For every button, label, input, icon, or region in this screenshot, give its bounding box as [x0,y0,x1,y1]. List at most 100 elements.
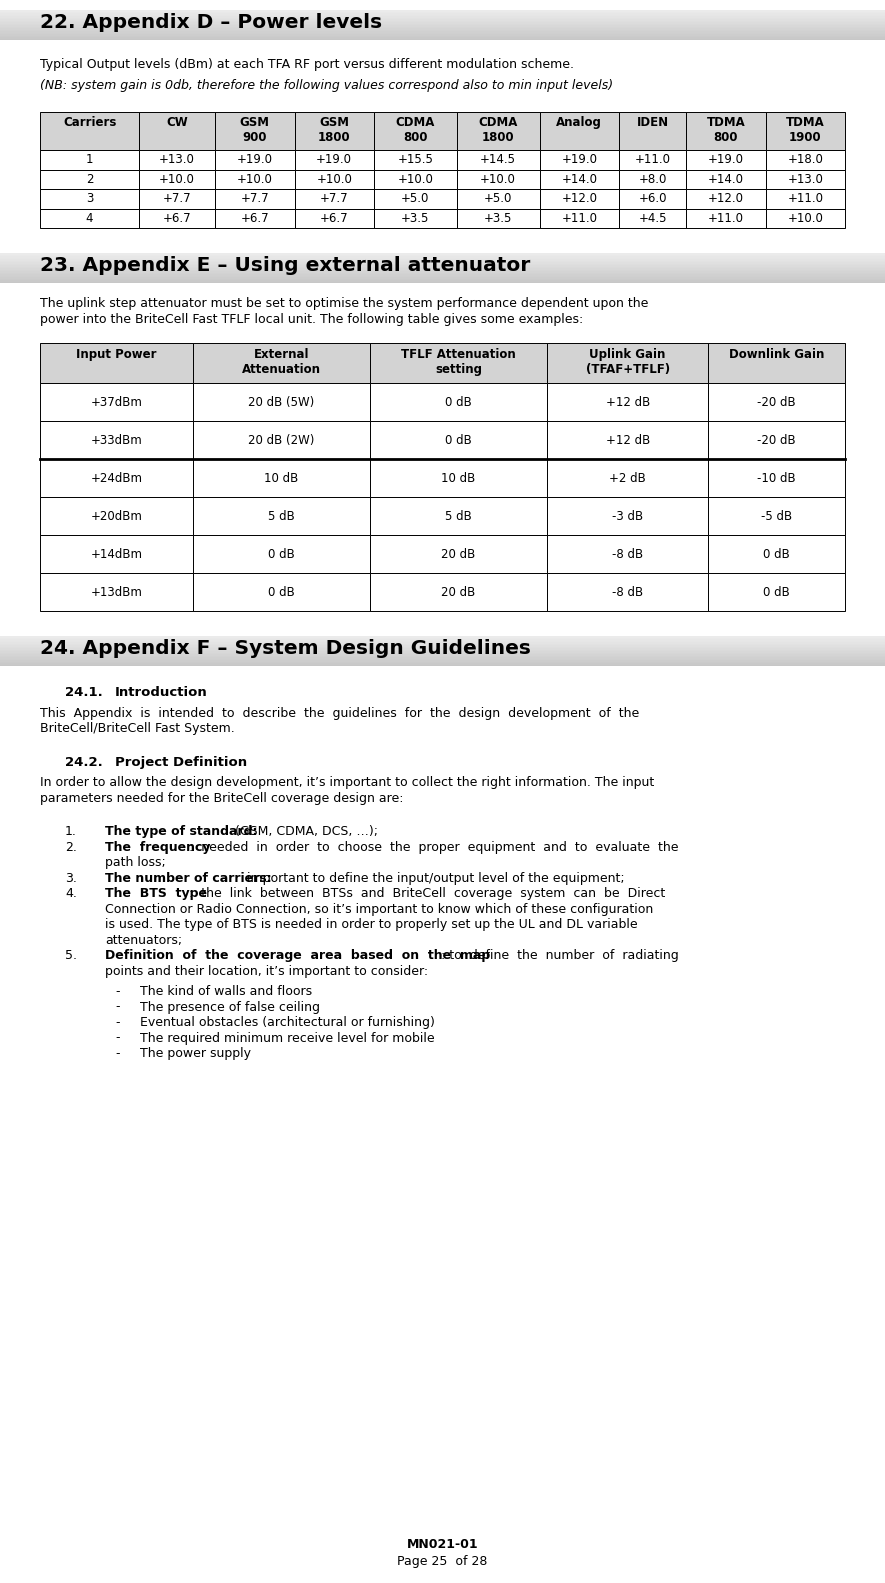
Bar [193,573,370,611]
Bar [215,112,295,150]
Bar [457,112,540,150]
Text: The uplink step attenuator must be set to optimise the system performance depend: The uplink step attenuator must be set t… [40,298,649,310]
Bar [708,421,845,459]
Text: -: - [115,1032,119,1045]
Text: Introduction: Introduction [115,685,208,700]
Text: -: - [115,1016,119,1029]
Bar [40,209,139,228]
Bar [139,112,215,150]
Bar [766,209,845,228]
Text: +11.0: +11.0 [635,154,671,166]
Bar [40,344,193,383]
Text: 3: 3 [86,192,93,206]
Bar [540,150,619,169]
Bar [295,112,373,150]
Text: BriteCell/BriteCell Fast System.: BriteCell/BriteCell Fast System. [40,722,235,735]
Bar [193,421,370,459]
Text: power into the BriteCell Fast TFLF local unit. The following table gives some ex: power into the BriteCell Fast TFLF local… [40,312,583,326]
Bar [540,188,619,209]
Text: CDMA
1800: CDMA 1800 [479,116,518,144]
Text: 0 dB: 0 dB [445,396,472,408]
Text: +11.0: +11.0 [561,212,597,225]
Bar [547,383,708,421]
Bar [373,112,457,150]
Text: -: - [115,1000,119,1013]
Text: +6.7: +6.7 [163,212,191,225]
Text: +14dBm: +14dBm [90,548,142,560]
Bar [370,535,547,573]
Text: 1: 1 [86,154,93,166]
Text: attenuators;: attenuators; [105,934,182,947]
Bar [215,150,295,169]
Bar [619,188,686,209]
Bar [295,209,373,228]
Bar [215,209,295,228]
Text: Analog: Analog [557,116,602,128]
Text: +37dBm: +37dBm [90,396,142,408]
Bar [370,344,547,383]
Text: The  BTS  type: The BTS type [105,886,207,901]
Bar [215,169,295,188]
Text: +18.0: +18.0 [788,154,823,166]
Text: +14.0: +14.0 [708,173,744,185]
Text: -3 dB: -3 dB [612,510,643,522]
Bar [373,209,457,228]
Text: important to define the input/output level of the equipment;: important to define the input/output lev… [243,872,625,885]
Text: CDMA
800: CDMA 800 [396,116,435,144]
Bar [540,209,619,228]
Text: 20 dB: 20 dB [442,586,476,598]
Text: +13dBm: +13dBm [90,586,142,598]
Bar [40,497,193,535]
Text: The  frequency: The frequency [105,841,211,853]
Text: +10.0: +10.0 [481,173,516,185]
Text: 3.: 3. [65,872,77,885]
Bar [370,459,547,497]
Text: +5.0: +5.0 [484,192,512,206]
Bar [619,169,686,188]
Bar [193,497,370,535]
Text: 2.: 2. [65,841,77,853]
Bar [457,209,540,228]
Text: is used. The type of BTS is needed in order to properly set up the UL and DL var: is used. The type of BTS is needed in or… [105,918,637,931]
Text: IDEN: IDEN [636,116,669,128]
Bar [215,188,295,209]
Bar [373,169,457,188]
Text: 0 dB: 0 dB [763,548,790,560]
Text: 4: 4 [86,212,93,225]
Text: +10.0: +10.0 [397,173,434,185]
Text: Connection or Radio Connection, so it’s important to know which of these configu: Connection or Radio Connection, so it’s … [105,902,653,915]
Bar [708,459,845,497]
Bar [295,150,373,169]
Bar [540,112,619,150]
Bar [40,188,139,209]
Bar [708,535,845,573]
Bar [40,459,193,497]
Bar [708,344,845,383]
Text: points and their location, it’s important to consider:: points and their location, it’s importan… [105,964,428,977]
Text: External
Attenuation: External Attenuation [242,348,321,377]
Bar [540,169,619,188]
Bar [619,209,686,228]
Text: :  the  link  between  BTSs  and  BriteCell  coverage  system  can  be  Direct: : the link between BTSs and BriteCell co… [189,886,666,901]
Text: +19.0: +19.0 [561,154,597,166]
Text: The power supply: The power supply [140,1046,251,1061]
Text: The number of carriers:: The number of carriers: [105,872,272,885]
Bar [547,344,708,383]
Bar [619,150,686,169]
Text: 24.1.: 24.1. [65,685,103,700]
Text: -5 dB: -5 dB [761,510,792,522]
Text: (GSM, CDMA, DCS, …);: (GSM, CDMA, DCS, …); [231,825,378,837]
Bar [686,112,766,150]
Text: 23. Appendix E – Using external attenuator: 23. Appendix E – Using external attenuat… [40,256,530,275]
Bar [193,344,370,383]
Text: CW: CW [166,116,188,128]
Bar [40,421,193,459]
Text: -8 dB: -8 dB [612,586,643,598]
Text: +7.7: +7.7 [319,192,349,206]
Text: 20 dB (5W): 20 dB (5W) [249,396,315,408]
Text: +13.0: +13.0 [159,154,195,166]
Text: The required minimum receive level for mobile: The required minimum receive level for m… [140,1032,435,1045]
Text: Uplink Gain
(TFAF+TFLF): Uplink Gain (TFAF+TFLF) [586,348,670,377]
Text: +8.0: +8.0 [638,173,666,185]
Bar [708,497,845,535]
